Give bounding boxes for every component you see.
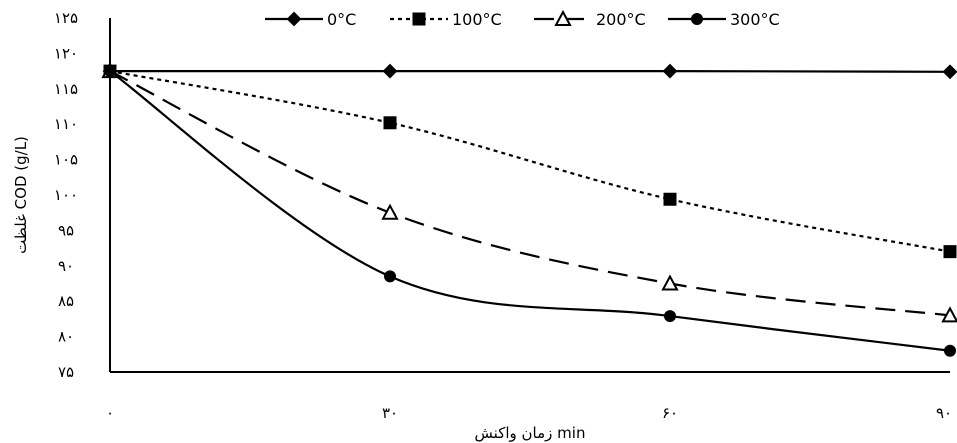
y-tick-label: ۷۵ [58,363,74,381]
series-1 [103,64,957,259]
legend-label: 300°C [730,10,780,29]
x-tick-label: ۳۰ [382,404,398,422]
series-2 [101,61,957,323]
series-layer [101,61,957,357]
series-0 [102,63,957,80]
data-point [383,116,397,130]
x-axis-title: زمان واکنش min [475,424,586,442]
legend-marker [412,12,426,26]
y-tick-labels: ۷۵ ۸۰ ۸۵ ۹۰ ۹۵ ۱۰۰ ۱۰۵ ۱۱۰ ۱۱۵ ۱۲۰ ۱۲۵ [54,9,78,381]
y-tick-label: ۸۰ [58,328,74,346]
legend-item: 200°C [534,9,646,29]
legend-marker [286,11,302,27]
data-point [381,203,399,220]
legend-item: 100°C [390,10,502,29]
series-line [109,70,951,253]
y-tick-label: ۱۲۵ [54,9,78,27]
legend-marker [691,13,703,25]
x-tick-labels: ۰ ۳۰ ۶۰ ۹۰ [106,404,952,422]
series-3 [104,65,956,357]
data-point [662,63,678,79]
legend: 0°C 100°C 200°C 300°C [265,9,780,29]
y-tick-label: ۹۰ [58,257,74,275]
legend-item: 0°C [265,10,356,29]
series-line [109,70,951,352]
y-tick-label: ۱۰۵ [54,151,78,169]
data-point [942,64,957,80]
x-tick-label: ۰ [106,404,114,422]
legend-marker [554,9,572,26]
series-line [110,70,951,73]
x-tick-label: ۶۰ [662,404,678,422]
y-tick-label: ۱۱۵ [54,80,78,98]
data-point [384,270,396,283]
legend-label: 0°C [327,10,356,29]
data-point [944,344,956,357]
data-point [382,63,398,79]
series-line [109,70,951,317]
y-tick-label: ۱۲۰ [54,44,78,62]
data-point [664,310,676,323]
y-axis-title: غلظت COD (g/L) [12,136,30,254]
data-point [943,245,957,259]
x-tick-label: ۹۰ [936,404,952,422]
data-point [941,306,957,323]
data-point [661,274,679,291]
y-tick-label: ۱۱۰ [54,115,78,133]
legend-label: 100°C [452,10,502,29]
y-tick-label: ۹۵ [58,221,74,239]
y-tick-label: ۱۰۰ [54,186,78,204]
legend-label: 200°C [596,10,646,29]
plot-area [101,18,957,373]
data-point [663,192,677,206]
y-tick-label: ۸۵ [58,292,74,310]
legend-item: 300°C [668,10,780,29]
